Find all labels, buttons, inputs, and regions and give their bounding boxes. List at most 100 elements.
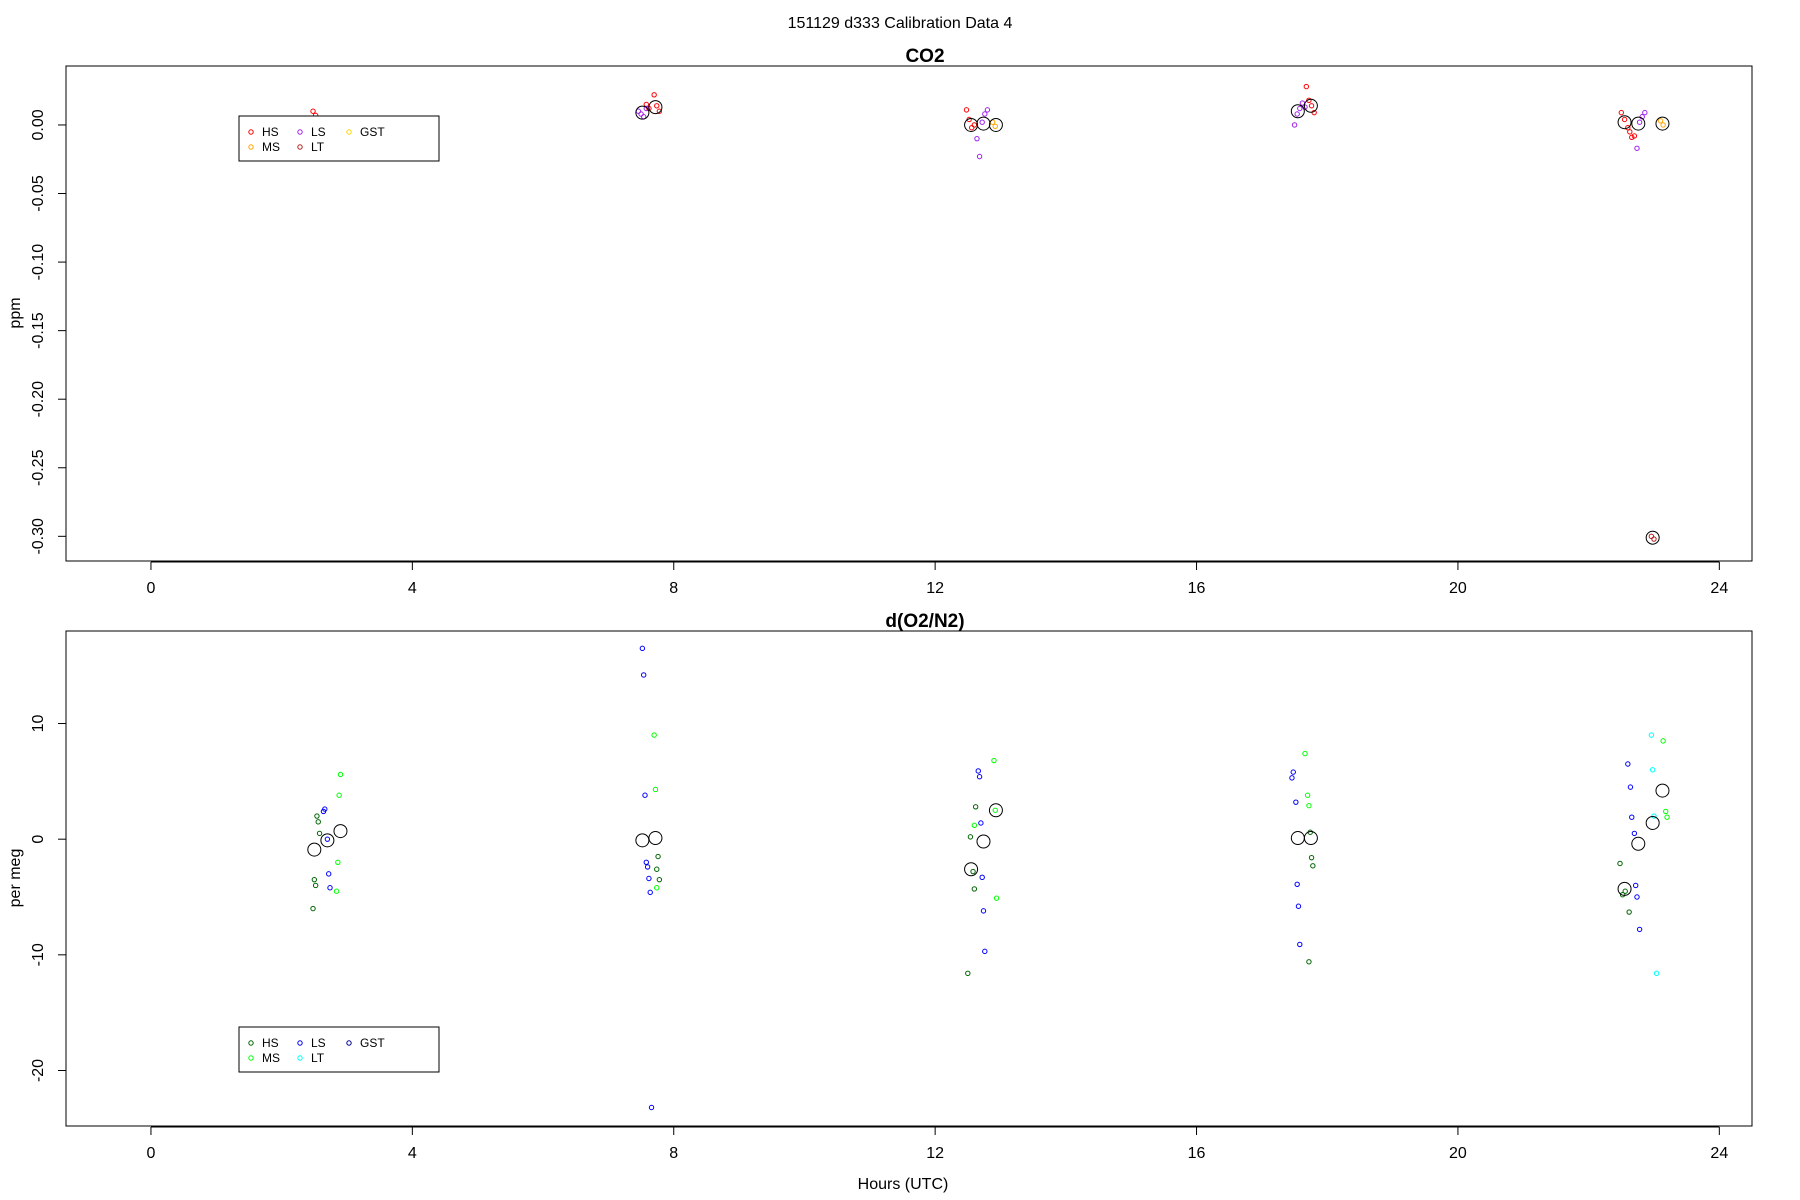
o2n2-point-ls: [978, 820, 984, 826]
o2n2-point-ls: [326, 871, 332, 877]
co2-legend-label-gst: GST: [360, 125, 385, 139]
co2-point-hs: [1621, 116, 1628, 123]
co2-point-ls: [1642, 109, 1648, 116]
co2-mean-marker: [648, 100, 663, 115]
o2n2-legend-box: [238, 1026, 440, 1073]
co2-legend-label-ms: MS: [262, 140, 280, 154]
o2n2-point-hs: [1308, 854, 1315, 861]
co2-mean-marker: [1290, 104, 1305, 119]
o2n2-point-hs: [316, 830, 323, 837]
co2-legend-box: [238, 115, 440, 162]
o2n2-point-ms: [1304, 792, 1311, 798]
co2-y-tick-label: -0.10: [30, 244, 47, 281]
o2n2-mean-marker: [1290, 831, 1305, 846]
co2-point-hs: [963, 107, 970, 113]
o2n2-point-ls: [648, 1104, 655, 1111]
co2-x-tick-label: 4: [408, 580, 417, 597]
co2-y-tick-label: -0.25: [30, 449, 47, 486]
o2n2-x-tick-label: 12: [926, 1145, 944, 1162]
co2-legend-swatch-hs: [248, 129, 254, 135]
o2n2-point-hs: [312, 882, 319, 889]
o2n2-panel-title: d(O2/N2): [885, 611, 964, 632]
co2-point-ls: [1291, 122, 1298, 128]
o2n2-point-ls: [1289, 775, 1295, 781]
co2-legend: HS LS GST MS LT: [238, 115, 440, 162]
co2-point-hs: [1631, 133, 1638, 139]
co2-point-hs: [1629, 134, 1635, 141]
o2n2-legend-label-ls: LS: [311, 1036, 326, 1050]
o2n2-mean-marker: [1617, 881, 1632, 896]
o2n2-point-ms: [337, 771, 344, 778]
co2-mean-marker: [1631, 116, 1646, 131]
co2-point-hs: [1627, 129, 1633, 135]
o2n2-mean-marker: [333, 824, 348, 839]
o2n2-point-hs: [965, 970, 971, 977]
o2n2-point-hs: [654, 866, 660, 872]
co2-point-ls: [984, 107, 991, 113]
co2-panel-title: CO2: [905, 46, 944, 67]
o2n2-point-ls: [1636, 926, 1643, 933]
o2n2-point-ms: [654, 885, 660, 891]
o2n2-point-ms: [651, 732, 657, 738]
o2n2-point-ls: [642, 792, 648, 798]
o2n2-point-ms: [333, 888, 340, 894]
o2n2-x-tick-label: 8: [669, 1145, 678, 1162]
o2n2-point-hs: [971, 886, 978, 892]
co2-point-hs: [1308, 103, 1315, 109]
co2-point-ms: [1657, 118, 1664, 124]
o2n2-point-ls: [1632, 882, 1639, 889]
co2-x-axis: 0 4 8 12 16 20 24: [147, 561, 1728, 597]
o2n2-point-ms: [991, 757, 997, 764]
o2n2-point-lt: [1648, 732, 1655, 738]
co2-point-hs: [969, 125, 975, 131]
o2n2-point-ls: [324, 836, 331, 842]
o2n2-point-hs: [1310, 863, 1316, 869]
o2n2-point-ls: [1625, 761, 1631, 767]
o2n2-legend: HS LS GST MS LT: [238, 1026, 440, 1073]
co2-mean-marker: [1303, 98, 1318, 113]
o2n2-panel: d(O2/N2) per meg Hours (UTC) 0 4 8 12 16 20 24…: [7, 611, 1753, 1193]
o2n2-point-ls: [979, 874, 985, 881]
o2n2-x-tick-label: 20: [1449, 1145, 1467, 1162]
o2n2-point-ls: [1290, 769, 1296, 775]
o2n2-x-tick-label: 0: [147, 1145, 156, 1162]
co2-point-ls: [982, 111, 988, 117]
co2-point-ls: [976, 153, 983, 160]
o2n2-point-hs: [311, 876, 318, 883]
co2-x-tick-label: 24: [1710, 580, 1728, 597]
o2n2-point-hs: [970, 868, 976, 875]
co2-legend-swatch-lt: [297, 144, 303, 150]
co2-point-hs: [1303, 83, 1310, 90]
co2-mean-marker: [1655, 116, 1670, 131]
o2n2-mean-marker: [1645, 815, 1660, 830]
o2n2-point-ls: [1629, 814, 1635, 820]
o2n2-y-tick-label: 10: [30, 715, 47, 733]
o2n2-x-axis: 0 4 8 12 16 20 24: [147, 1126, 1728, 1162]
co2-legend-label-lt: LT: [311, 140, 325, 154]
o2n2-point-ms: [1660, 738, 1666, 744]
o2n2-point-ls: [640, 672, 647, 678]
o2n2-point-hs: [1306, 959, 1312, 965]
co2-panel: CO2 ppm 0 4 8 12 16 20 24 0.00 -0.05 -0.10 -0.15 -…: [7, 46, 1753, 597]
o2n2-point-ls: [982, 948, 988, 955]
o2n2-x-tick-label: 24: [1710, 1145, 1728, 1162]
o2n2-x-tick-label: 16: [1188, 1145, 1206, 1162]
o2n2-y-axis: 10 0 -10 -20: [30, 715, 67, 1082]
co2-point-hs: [651, 92, 657, 98]
o2n2-point-hs: [655, 853, 661, 860]
o2n2-mean-marker: [1631, 836, 1646, 851]
o2n2-point-ls: [643, 859, 649, 866]
co2-point-ls: [1297, 105, 1303, 112]
o2n2-legend-swatch-lt: [297, 1055, 303, 1061]
co2-x-tick-label: 16: [1188, 580, 1206, 597]
o2n2-mean-marker: [964, 862, 979, 877]
o2n2-point-ls: [1631, 830, 1638, 837]
o2n2-point-ls: [976, 774, 983, 780]
o2n2-mean-marker: [648, 831, 663, 846]
o2n2-mean-marker: [635, 833, 650, 848]
o2n2-legend-label-gst: GST: [360, 1036, 385, 1050]
co2-point-hs: [310, 108, 316, 114]
co2-y-tick-label: 0.00: [30, 109, 47, 140]
o2n2-point-hs: [972, 804, 979, 810]
